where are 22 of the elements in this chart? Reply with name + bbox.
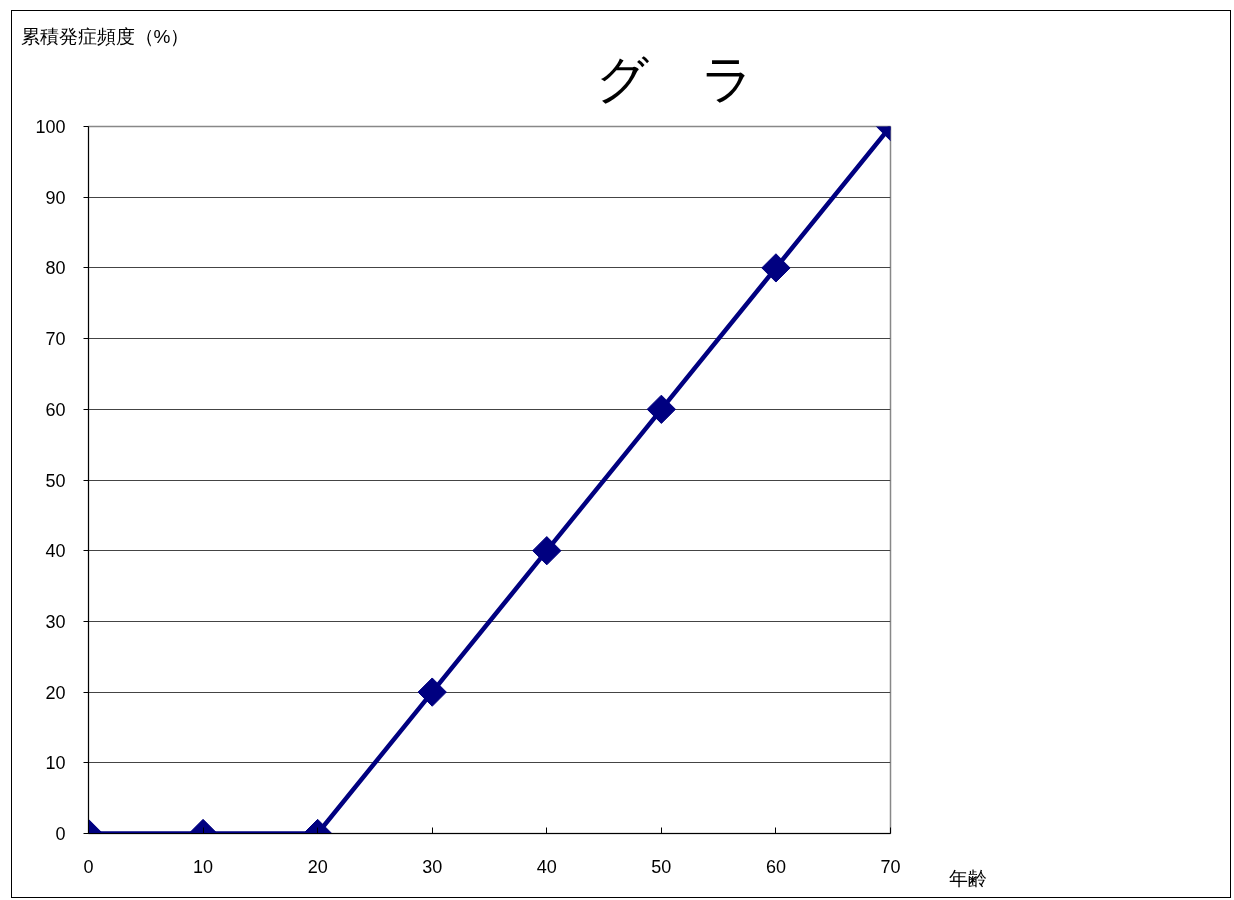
y-tick-label: 40 [45,541,66,562]
x-axis-title: 年齢 [948,867,987,889]
y-tick-label: 100 [35,117,66,137]
y-tick-label: 20 [45,682,66,703]
x-tick-label: 20 [307,856,328,877]
y-tick-label: 90 [45,187,66,208]
y-tick-label: 0 [55,824,66,844]
y-tick-label: 60 [45,399,66,420]
x-tick-label: 50 [651,856,672,877]
y-axis-title: 累積発症頻度（%） [20,25,190,47]
y-tick-label: 80 [45,258,66,279]
y-tick-label: 50 [45,470,66,491]
x-tick-label: 10 [193,856,214,877]
x-tick-label: 0 [83,856,94,877]
x-tick-label: 30 [422,856,443,877]
y-tick-label: 30 [45,611,66,632]
y-tick-label: 10 [45,753,66,774]
x-tick-label: 40 [536,856,557,877]
chart-title: グ ラ [595,49,754,108]
x-tick-label: 60 [765,856,786,877]
x-tick-label: 70 [880,856,901,877]
y-tick-label: 70 [45,329,66,350]
